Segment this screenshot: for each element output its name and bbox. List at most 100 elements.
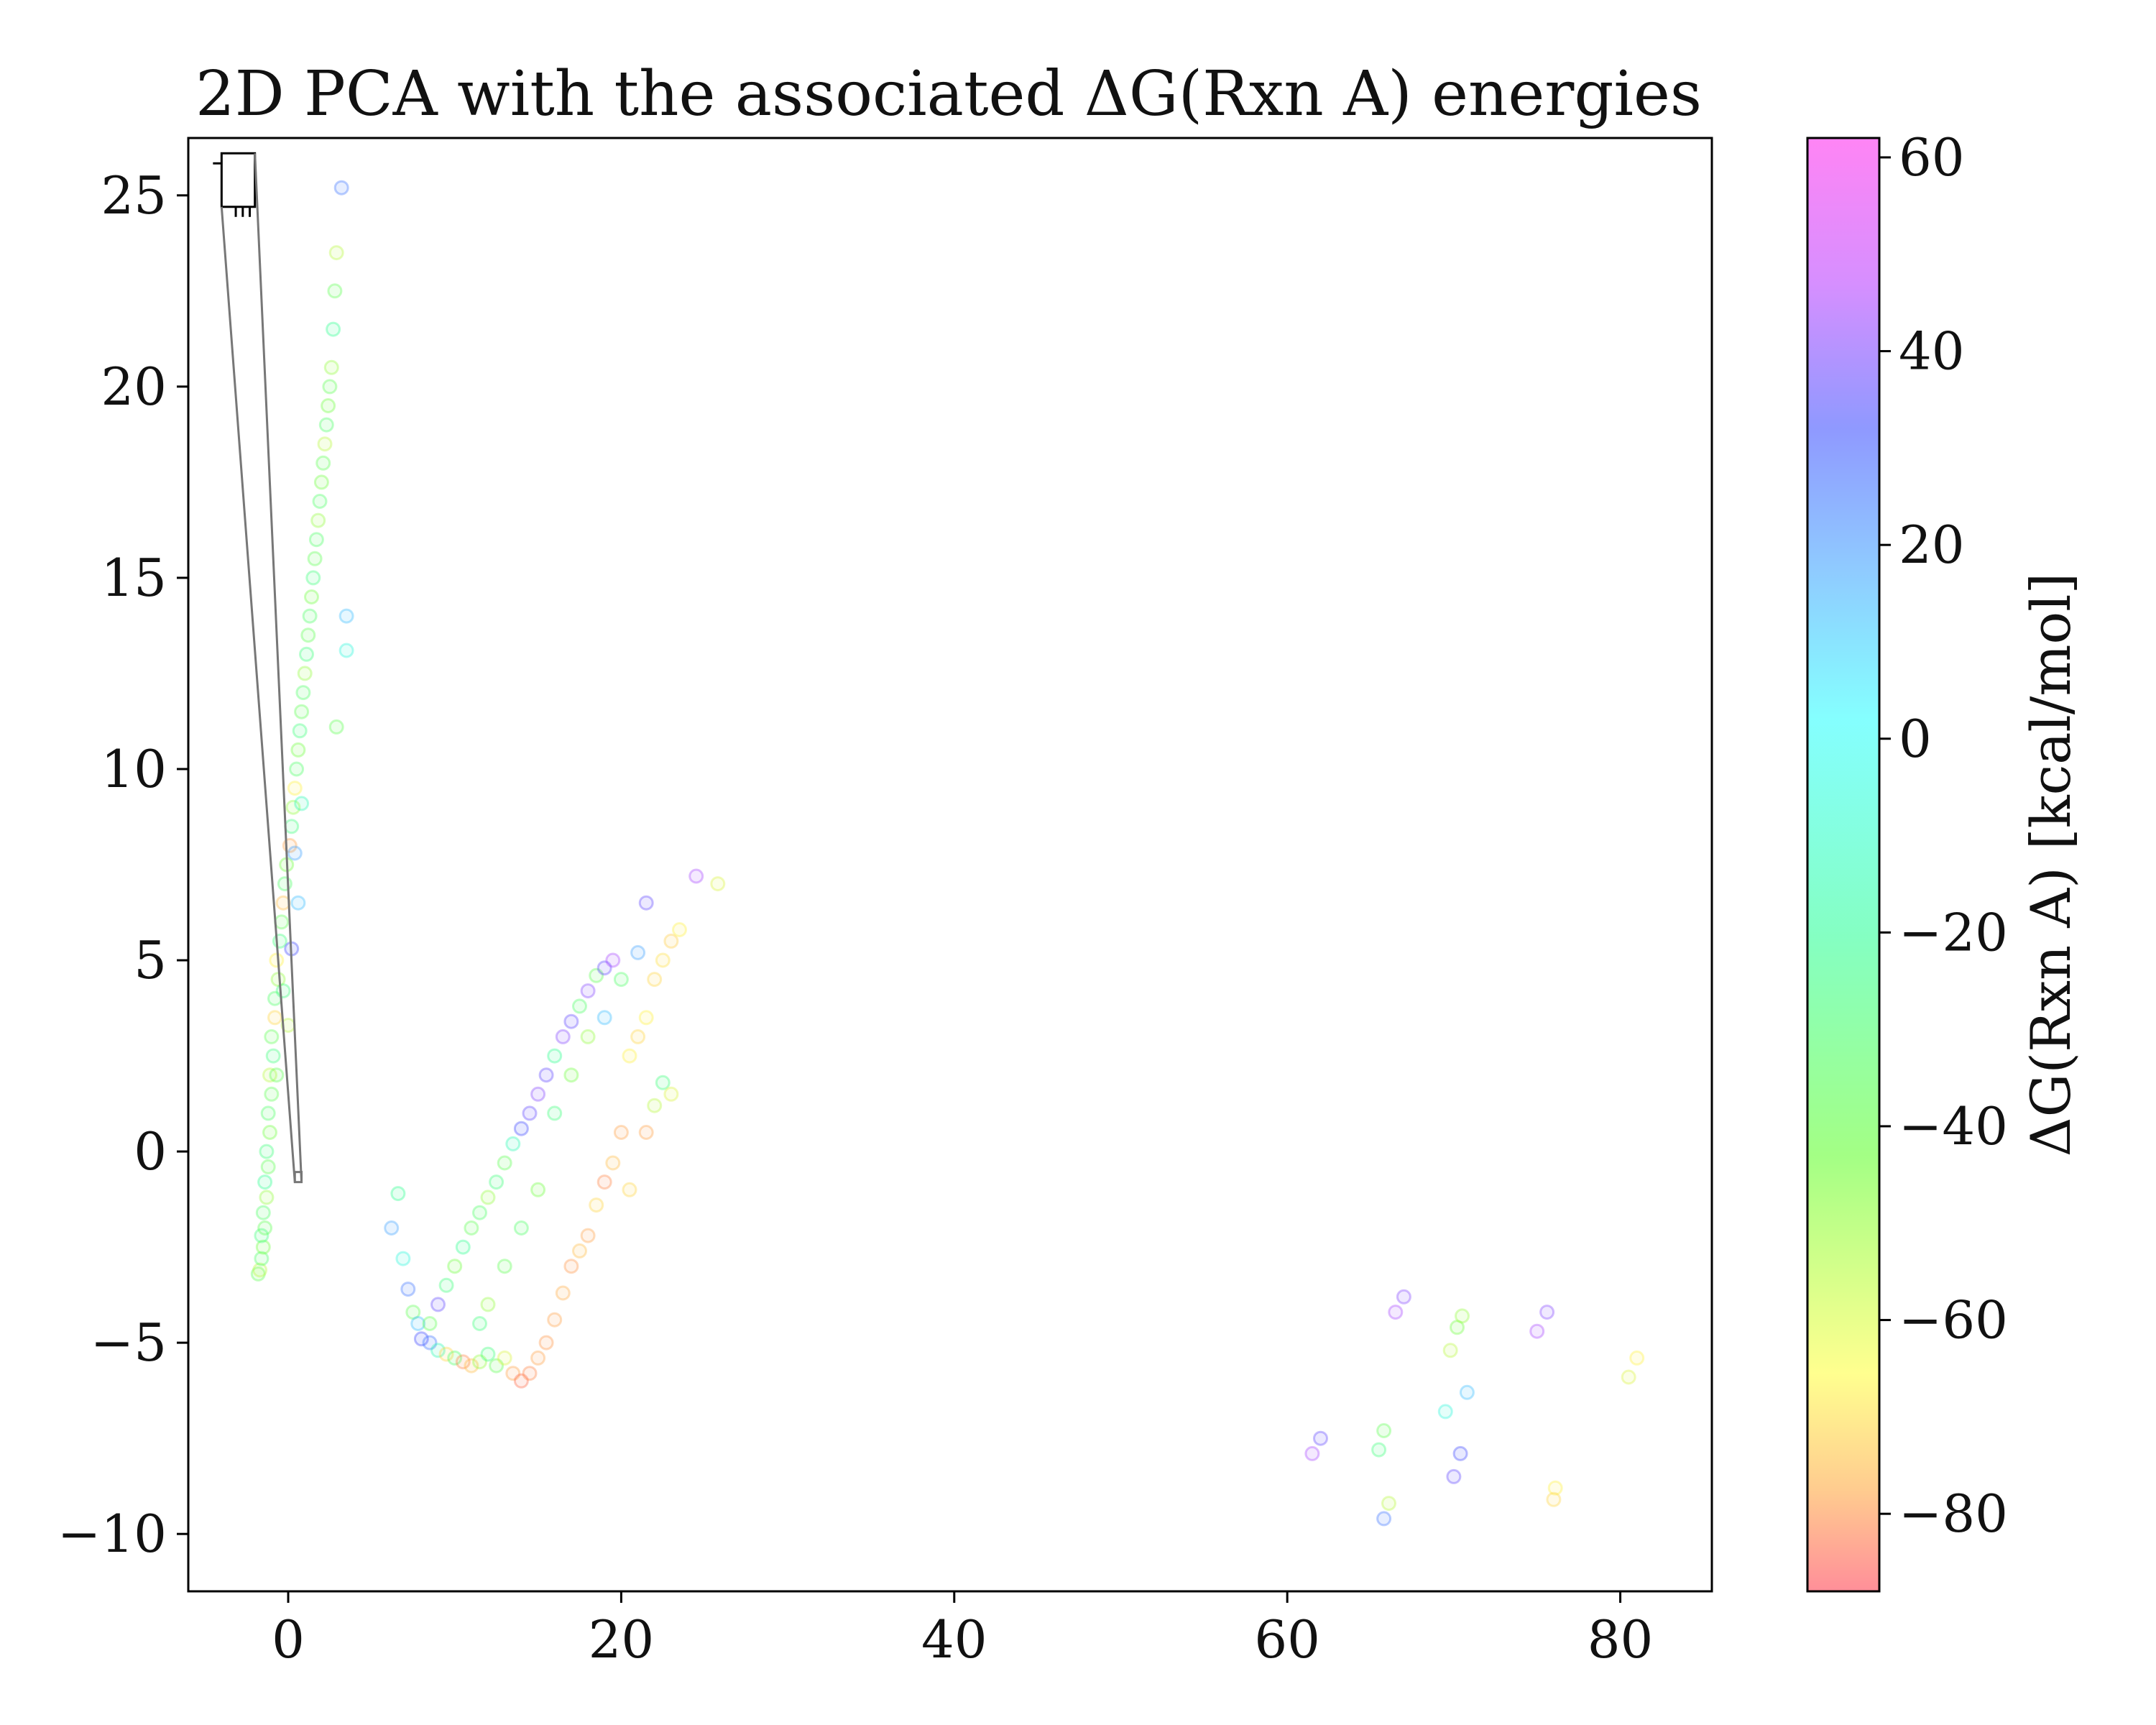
scatter-point bbox=[260, 1105, 276, 1121]
scatter-point bbox=[277, 876, 292, 892]
scatter-point bbox=[400, 1282, 416, 1297]
scatter-point bbox=[257, 1174, 273, 1190]
scatter-point bbox=[530, 1086, 546, 1102]
scatter-point bbox=[313, 474, 329, 490]
scatter-point bbox=[317, 436, 333, 452]
scatter-point bbox=[304, 589, 319, 604]
scatter-point bbox=[1629, 1350, 1645, 1366]
scatter-point bbox=[580, 1228, 596, 1243]
scatter-point bbox=[547, 1048, 563, 1064]
scatter-point bbox=[589, 1197, 604, 1213]
scatter-point bbox=[605, 1155, 621, 1171]
plot-area bbox=[187, 137, 1713, 1593]
scatter-point bbox=[255, 1239, 271, 1255]
scatter-point bbox=[274, 914, 290, 930]
scatter-point bbox=[312, 494, 328, 509]
y-axis: −10 −5 0 5 10 15 20 25 bbox=[57, 165, 188, 1564]
scatter-point bbox=[1446, 1468, 1462, 1484]
inset-pointer-box bbox=[293, 1171, 303, 1184]
scatter-point bbox=[647, 1098, 663, 1113]
scatter-point bbox=[1388, 1305, 1404, 1320]
scatter-point bbox=[455, 1239, 471, 1255]
scatter-point bbox=[480, 1297, 496, 1312]
scatter-point bbox=[267, 1010, 282, 1026]
scatter-point bbox=[538, 1067, 554, 1083]
scatter-point bbox=[323, 359, 339, 375]
scatter-point bbox=[605, 952, 621, 968]
scatter-point bbox=[259, 1190, 275, 1205]
scatter-point bbox=[295, 685, 311, 701]
scatter-point bbox=[300, 627, 316, 643]
scatter-point bbox=[1621, 1369, 1636, 1385]
scatter-point bbox=[272, 933, 287, 949]
scatter-point bbox=[289, 761, 305, 777]
scatter-point bbox=[672, 922, 687, 937]
colorbar-tick-label: −40 bbox=[1899, 1096, 2008, 1156]
y-tick-label: 0 bbox=[134, 1121, 167, 1182]
scatter-point bbox=[333, 180, 349, 196]
x-tick-label: 60 bbox=[1254, 1609, 1320, 1670]
scatter-point bbox=[260, 1159, 276, 1174]
scatter-point bbox=[638, 1010, 654, 1026]
scatter-point bbox=[489, 1358, 505, 1374]
scatter-point bbox=[265, 1048, 281, 1064]
scatter-point bbox=[294, 704, 310, 719]
scatter-point bbox=[269, 1067, 285, 1083]
scatter-point bbox=[447, 1350, 463, 1366]
scatter-point bbox=[250, 1266, 266, 1282]
scatter-point bbox=[596, 1010, 612, 1026]
scatter-point bbox=[710, 876, 726, 892]
scatter-point bbox=[390, 1186, 406, 1202]
scatter-point bbox=[647, 972, 663, 988]
scatter-point bbox=[259, 1144, 275, 1159]
scatter-point bbox=[555, 1285, 571, 1301]
scatter-point bbox=[563, 1259, 579, 1274]
scatter-point bbox=[1546, 1491, 1562, 1507]
scatter-point bbox=[513, 1121, 529, 1136]
scatter-point bbox=[596, 960, 612, 976]
y-tick-label: 5 bbox=[134, 930, 167, 990]
scatter-point bbox=[292, 723, 308, 739]
scatter-point bbox=[294, 796, 310, 811]
scatter-point bbox=[430, 1343, 446, 1358]
x-tick-label: 80 bbox=[1588, 1609, 1654, 1670]
scatter-point bbox=[338, 608, 354, 624]
scatter-point bbox=[254, 1228, 270, 1243]
scatter-point bbox=[264, 1029, 280, 1044]
scatter-point bbox=[638, 895, 654, 911]
scatter-point bbox=[290, 742, 306, 758]
scatter-point bbox=[307, 551, 323, 566]
scatter-point bbox=[1452, 1445, 1468, 1461]
scatter-point bbox=[318, 417, 334, 433]
scatter-point bbox=[572, 998, 587, 1014]
scatter-point bbox=[405, 1305, 421, 1320]
scatter-point bbox=[480, 1190, 496, 1205]
scatter-point bbox=[622, 1048, 637, 1064]
scatter-point bbox=[1539, 1305, 1555, 1320]
scatter-point bbox=[326, 321, 341, 337]
y-tick-label: −10 bbox=[57, 1504, 167, 1564]
scatter-point bbox=[305, 570, 321, 586]
scatter-point bbox=[327, 283, 343, 299]
scatter-point bbox=[580, 1029, 596, 1044]
scatter-point bbox=[297, 666, 313, 681]
scatter-point bbox=[530, 1350, 546, 1366]
scatter-point bbox=[596, 1174, 612, 1190]
scatter-point bbox=[489, 1174, 505, 1190]
colorbar-tick-label: 40 bbox=[1899, 321, 1965, 382]
scatter-point bbox=[563, 1013, 579, 1029]
scatter-point bbox=[254, 1251, 270, 1266]
scatter-point bbox=[310, 512, 326, 528]
scatter-point bbox=[522, 1105, 538, 1121]
scatter-point bbox=[275, 983, 291, 999]
scatter-point bbox=[1459, 1384, 1475, 1400]
colorbar-tick-label: 0 bbox=[1899, 709, 1932, 769]
scatter-point bbox=[663, 933, 679, 949]
scatter-point bbox=[1437, 1404, 1453, 1420]
scatter-point bbox=[328, 245, 344, 261]
scatter-point bbox=[455, 1354, 471, 1370]
scatter-point bbox=[302, 608, 318, 624]
scatter-point bbox=[338, 643, 354, 658]
scatter-point bbox=[505, 1136, 521, 1151]
